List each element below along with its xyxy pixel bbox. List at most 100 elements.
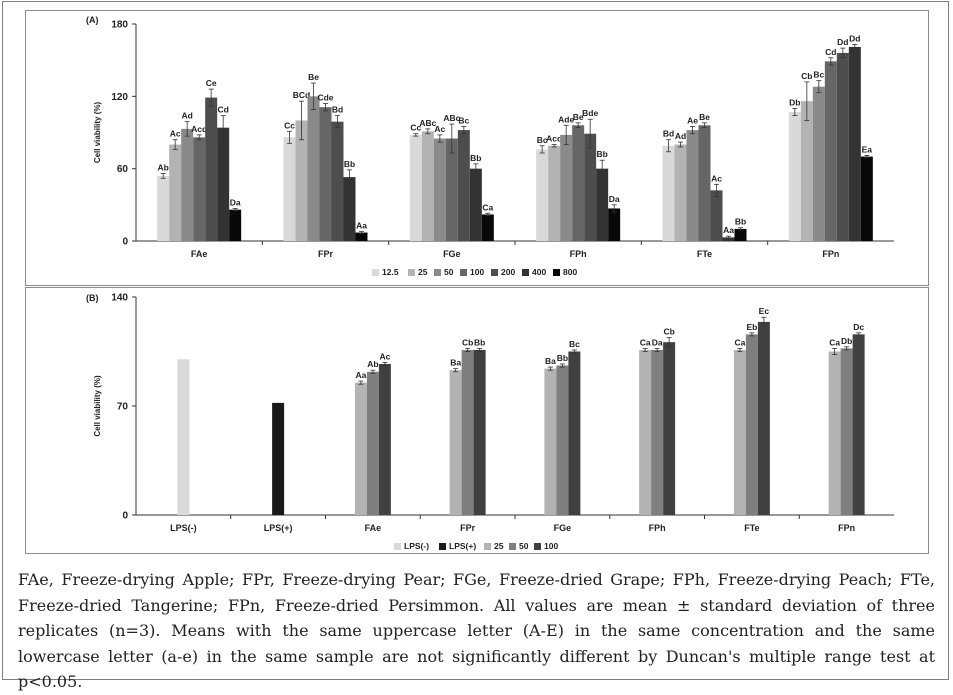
bar bbox=[169, 144, 182, 241]
data-label: Be bbox=[573, 112, 584, 122]
data-label: Bb bbox=[344, 159, 355, 169]
data-label: Da bbox=[230, 197, 241, 207]
data-label: Bde bbox=[582, 108, 598, 118]
chart-b-svg: (B) 0 70 140 Cell viability (%) LPS(-) LPS(+) F… bbox=[86, 293, 894, 551]
data-label: Cb bbox=[462, 337, 473, 347]
data-label: Aa bbox=[723, 225, 734, 235]
bar bbox=[556, 365, 569, 515]
bar bbox=[734, 228, 747, 241]
legend-swatch bbox=[394, 543, 401, 550]
bar bbox=[651, 349, 664, 515]
category-label: FPr bbox=[460, 523, 476, 533]
bar bbox=[421, 131, 434, 241]
data-label: Ac bbox=[434, 124, 445, 134]
bar bbox=[449, 370, 462, 515]
bar bbox=[272, 402, 285, 515]
chart-panel-b: (B) 0 70 140 Cell viability (%) LPS(-) LPS(+) F… bbox=[25, 287, 929, 554]
data-label: Ca bbox=[482, 202, 493, 212]
data-label: Acd bbox=[546, 134, 562, 144]
data-label: Ea bbox=[862, 144, 873, 154]
bar bbox=[295, 120, 308, 241]
bar bbox=[343, 177, 356, 241]
legend-swatch bbox=[509, 543, 516, 550]
legend-swatch bbox=[484, 543, 491, 550]
data-label: Bc bbox=[569, 339, 580, 349]
category-label: FPh bbox=[649, 523, 666, 533]
bar bbox=[544, 368, 557, 515]
y-axis-title: Cell viability (%) bbox=[93, 375, 102, 437]
bar bbox=[639, 349, 652, 515]
bar bbox=[812, 86, 825, 241]
data-label: Da bbox=[609, 194, 620, 204]
y-tick-label: 120 bbox=[111, 92, 128, 103]
bar bbox=[193, 137, 206, 241]
legend-swatch bbox=[460, 269, 467, 276]
data-label: Be bbox=[699, 112, 710, 122]
data-label: Ab bbox=[367, 359, 378, 369]
bar bbox=[354, 382, 367, 515]
bar bbox=[733, 349, 746, 515]
category-label: LPS(+) bbox=[264, 523, 293, 533]
data-label: Cde bbox=[317, 93, 333, 103]
bar bbox=[481, 214, 494, 241]
legend-swatch bbox=[439, 543, 446, 550]
category-label: LPS(-) bbox=[170, 523, 197, 533]
data-label: Bc bbox=[813, 70, 824, 80]
data-label: Bd bbox=[332, 105, 343, 115]
category-label: FPn bbox=[822, 249, 839, 259]
bar bbox=[283, 137, 296, 241]
bar bbox=[433, 138, 446, 241]
bar bbox=[473, 349, 486, 515]
bar bbox=[840, 348, 853, 515]
data-label: Eb bbox=[746, 322, 757, 332]
data-label: ABc bbox=[419, 118, 436, 128]
bar bbox=[331, 121, 344, 241]
y-tick-label: 0 bbox=[122, 237, 128, 248]
bar bbox=[698, 125, 711, 241]
legend-label: 50 bbox=[519, 541, 529, 551]
y-tick-label: 0 bbox=[122, 511, 128, 522]
data-label: Ba bbox=[545, 356, 556, 366]
legend-swatch bbox=[534, 543, 541, 550]
data-label: Bb bbox=[735, 217, 746, 227]
category-label: FPh bbox=[570, 249, 587, 259]
bar bbox=[584, 133, 597, 241]
y-axis-title: Cell viability (%) bbox=[93, 101, 102, 163]
bar bbox=[177, 359, 190, 515]
bar bbox=[710, 190, 723, 241]
bar bbox=[824, 61, 837, 241]
bar bbox=[157, 175, 170, 241]
y-tick-label: 180 bbox=[111, 20, 128, 31]
category-label: FAe bbox=[191, 249, 208, 259]
legend-swatch bbox=[372, 269, 379, 276]
legend-label: 400 bbox=[532, 267, 546, 277]
data-label: Ad bbox=[181, 111, 192, 121]
legend-label: 50 bbox=[444, 267, 454, 277]
bar bbox=[355, 232, 368, 241]
data-label: Db bbox=[841, 336, 852, 346]
bar bbox=[366, 371, 379, 515]
data-label: Cc bbox=[410, 123, 421, 133]
y-tick-label: 140 bbox=[111, 293, 128, 304]
data-label: Ec bbox=[759, 306, 770, 316]
data-label: Bc bbox=[458, 115, 469, 125]
data-label: Ad bbox=[675, 131, 686, 141]
y-tick-label: 60 bbox=[117, 164, 129, 175]
bar bbox=[572, 125, 585, 241]
bar bbox=[461, 349, 474, 515]
bar bbox=[181, 128, 194, 241]
panel-label: (B) bbox=[86, 293, 99, 303]
legend-label: 100 bbox=[544, 541, 558, 551]
data-label: BCd bbox=[293, 90, 310, 100]
category-label: FAe bbox=[365, 523, 382, 533]
category-label: FPn bbox=[838, 523, 855, 533]
bar bbox=[548, 145, 561, 241]
bar bbox=[757, 321, 770, 515]
chart-panel-a: (A) 0 60 120 180 Cell viability (%) FAe FPr FGe F… bbox=[25, 10, 929, 286]
bar bbox=[378, 363, 391, 515]
bar bbox=[663, 342, 676, 515]
category-label: FTe bbox=[744, 523, 759, 533]
data-label: Cd bbox=[825, 47, 836, 57]
bar bbox=[457, 130, 470, 241]
legend-label: 12.5 bbox=[382, 267, 399, 277]
